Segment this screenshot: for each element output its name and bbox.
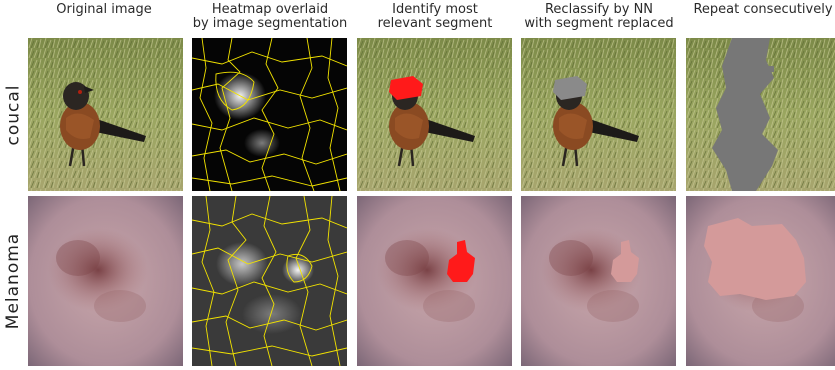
coucal-reclassified-image: [521, 38, 676, 191]
melanoma-repeated-replacement: [686, 196, 835, 366]
column-title-original: Original image: [24, 3, 184, 17]
melanoma-reclassified-image: [521, 196, 676, 366]
coucal-repeated-replacement: [686, 38, 835, 191]
melanoma-heatmap-segmentation: [192, 196, 347, 366]
coucal-original-image: [28, 38, 183, 191]
row-label-melanoma: Melanoma: [0, 196, 26, 366]
row-label-coucal: coucal: [0, 38, 26, 191]
column-title-line: Repeat consecutively: [693, 2, 833, 17]
column-title-line: Original image: [56, 2, 152, 17]
melanoma-original-image: [28, 196, 183, 366]
column-title-identify: Identify most relevant segment: [355, 3, 515, 31]
column-title-reclassify: Reclassify by NN with segment replaced: [519, 3, 679, 31]
coucal-heatmap-segmentation: [192, 38, 347, 191]
row-label-text: Melanoma: [3, 232, 24, 330]
column-title-repeat: Repeat consecutively: [683, 3, 835, 17]
coucal-identified-segment: [357, 38, 512, 191]
column-title-heatmap: Heatmap overlaid by image segmentation: [190, 3, 350, 31]
melanoma-identified-segment: [357, 196, 512, 366]
column-title-line: Reclassify by NN: [544, 2, 654, 17]
column-title-line: Heatmap overlaid: [211, 2, 329, 17]
row-label-text: coucal: [3, 83, 24, 146]
column-title-line: Identify most: [392, 2, 478, 17]
column-title-line: by image segmentation: [192, 16, 348, 31]
column-title-line: relevant segment: [377, 16, 493, 31]
column-title-line: with segment replaced: [524, 16, 674, 31]
